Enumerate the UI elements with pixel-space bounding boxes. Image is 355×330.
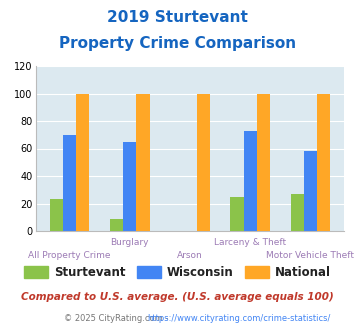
Bar: [244, 131, 257, 231]
Bar: [290, 194, 304, 231]
Bar: [110, 218, 123, 231]
Text: Arson: Arson: [177, 251, 203, 260]
Bar: [257, 93, 270, 231]
Bar: [63, 135, 76, 231]
Bar: [50, 199, 63, 231]
Text: Motor Vehicle Theft: Motor Vehicle Theft: [267, 251, 354, 260]
Bar: [197, 93, 210, 231]
Text: © 2025 CityRating.com -: © 2025 CityRating.com -: [64, 314, 171, 323]
Bar: [230, 197, 244, 231]
Text: All Property Crime: All Property Crime: [28, 251, 111, 260]
Text: Burglary: Burglary: [110, 238, 149, 247]
Legend: Sturtevant, Wisconsin, National: Sturtevant, Wisconsin, National: [24, 266, 331, 279]
Text: Property Crime Comparison: Property Crime Comparison: [59, 36, 296, 51]
Text: Larceny & Theft: Larceny & Theft: [214, 238, 286, 247]
Bar: [123, 142, 136, 231]
Text: 2019 Sturtevant: 2019 Sturtevant: [107, 10, 248, 25]
Bar: [304, 151, 317, 231]
Bar: [136, 93, 149, 231]
Text: Compared to U.S. average. (U.S. average equals 100): Compared to U.S. average. (U.S. average …: [21, 292, 334, 302]
Bar: [317, 93, 330, 231]
Text: https://www.cityrating.com/crime-statistics/: https://www.cityrating.com/crime-statist…: [147, 314, 331, 323]
Bar: [76, 93, 89, 231]
